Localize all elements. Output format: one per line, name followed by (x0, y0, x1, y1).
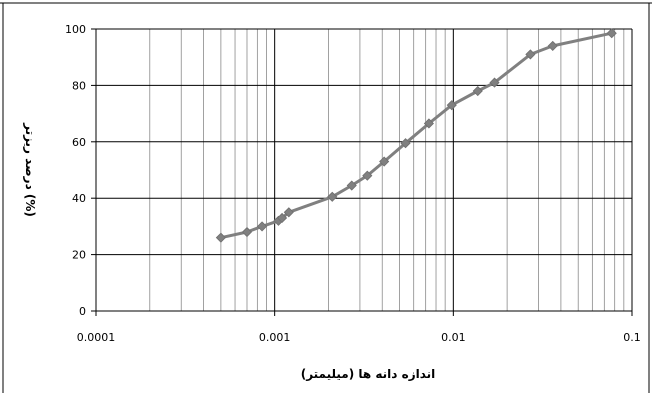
data-point-marker (283, 207, 294, 218)
y-tick-label: 100 (65, 23, 86, 36)
y-tick-label: 40 (72, 192, 86, 205)
data-series (215, 28, 617, 243)
data-point-marker (346, 180, 357, 191)
data-point-marker (606, 28, 617, 39)
data-point-marker (362, 170, 373, 181)
data-point-marker (241, 226, 253, 238)
y-tick-label: 60 (72, 136, 86, 149)
y-tick-label: 20 (72, 249, 86, 262)
x-axis-label: اندازه دانه ها (میلیمتر) (301, 367, 436, 381)
data-point-marker (423, 118, 434, 129)
data-point-marker (256, 221, 268, 232)
data-point-marker (547, 40, 558, 51)
grid-lines (95, 28, 633, 312)
x-tick-label: 0.0001 (77, 331, 116, 344)
y-tick-label: 80 (72, 79, 86, 92)
data-point-marker (276, 212, 288, 224)
data-point-marker (472, 85, 483, 97)
y-tick-label: 0 (79, 305, 86, 318)
data-point-marker (525, 49, 536, 60)
y-axis-label: درصد ریزتر (%) (23, 122, 37, 217)
data-point-marker (446, 100, 457, 111)
tick-labels: 0 20 40 60 80 100 0.0001 0.001 0.01 0.1 (65, 23, 641, 344)
data-point-marker (379, 156, 390, 167)
data-point-marker (489, 77, 500, 88)
data-point-marker (327, 191, 338, 202)
data-point-marker (400, 138, 411, 149)
axes (91, 28, 633, 316)
x-tick-label: 0.001 (259, 331, 291, 344)
data-point-marker (215, 232, 226, 243)
x-tick-label: 0.1 (623, 331, 641, 344)
x-tick-label: 0.01 (441, 331, 466, 344)
